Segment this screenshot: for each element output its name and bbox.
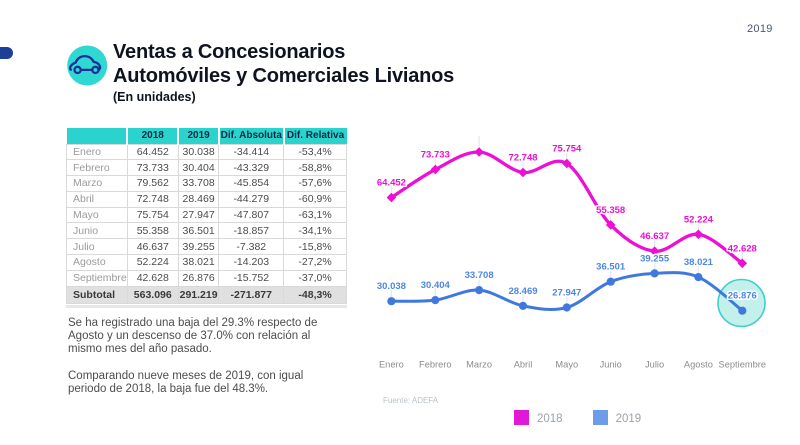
svg-text:75.754: 75.754 [552, 144, 582, 155]
svg-text:Julio: Julio [645, 360, 664, 370]
svg-text:26.876: 26.876 [728, 291, 757, 302]
svg-text:30.404: 30.404 [421, 280, 451, 291]
svg-text:30.038: 30.038 [377, 281, 406, 292]
svg-text:Abril: Abril [514, 360, 533, 370]
svg-text:Febrero: Febrero [419, 360, 452, 370]
svg-text:28.469: 28.469 [508, 286, 537, 297]
svg-text:Junio: Junio [600, 360, 622, 370]
svg-text:27.947: 27.947 [552, 288, 581, 299]
svg-text:Enero: Enero [379, 360, 404, 370]
svg-text:39.255: 39.255 [640, 253, 670, 264]
svg-text:Septiembre: Septiembre [719, 360, 767, 370]
svg-text:Mayo: Mayo [555, 360, 578, 370]
svg-text:33.708: 33.708 [465, 270, 494, 281]
svg-text:38.021: 38.021 [684, 257, 714, 268]
svg-text:36.501: 36.501 [596, 262, 626, 273]
svg-text:64.452: 64.452 [377, 178, 406, 189]
svg-text:Marzo: Marzo [466, 360, 492, 370]
svg-text:73.733: 73.733 [421, 150, 450, 161]
svg-text:52.224: 52.224 [684, 214, 714, 225]
svg-text:55.358: 55.358 [596, 205, 625, 216]
svg-text:72.748: 72.748 [508, 153, 537, 164]
svg-text:Agosto: Agosto [684, 360, 713, 370]
svg-text:42.628: 42.628 [728, 243, 757, 254]
svg-text:46.637: 46.637 [640, 231, 669, 242]
